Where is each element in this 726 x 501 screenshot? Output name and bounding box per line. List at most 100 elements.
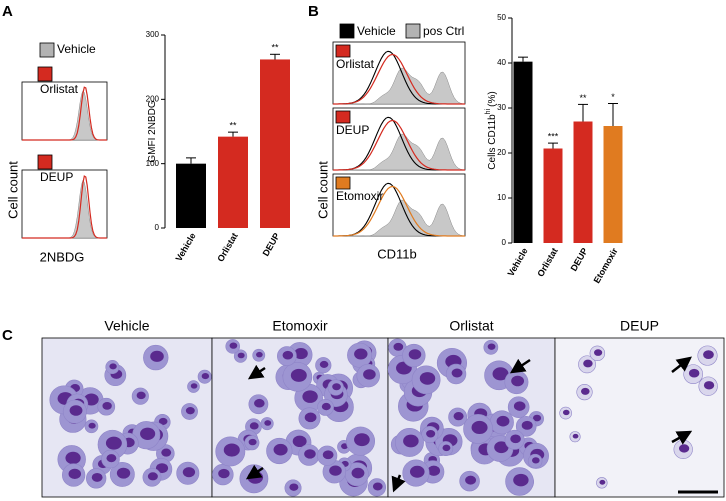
nucleus	[513, 473, 529, 487]
nucleus	[69, 405, 83, 416]
error-bar	[608, 103, 618, 126]
panel-label: C	[2, 327, 13, 344]
nucleus	[496, 415, 510, 427]
control-histogram	[22, 90, 107, 141]
nucleus	[264, 420, 272, 426]
nucleus	[158, 417, 168, 425]
nucleus	[319, 360, 329, 368]
micrograph-title: Etomoxir	[272, 318, 328, 334]
nucleus	[91, 472, 103, 482]
nucleus	[185, 407, 195, 415]
nucleus	[290, 368, 307, 382]
error-bar	[186, 157, 196, 164]
nucleus	[237, 352, 245, 359]
legend-label: Vehicle	[357, 24, 396, 38]
axis-label: Cell count	[5, 161, 20, 219]
sample-histogram	[22, 175, 107, 239]
significance-label: ***	[548, 131, 559, 141]
error-bar	[578, 103, 588, 122]
nucleus	[465, 475, 477, 485]
nucleus	[68, 468, 82, 479]
error-bar	[518, 56, 528, 62]
nucleus	[136, 391, 146, 400]
nucleus	[155, 463, 169, 474]
legend-swatch	[39, 42, 55, 58]
nucleus	[513, 401, 526, 411]
legend-label: Vehicle	[57, 42, 96, 56]
sample-swatch	[335, 110, 351, 124]
nucleus	[451, 368, 463, 378]
y-tick-label: 200	[146, 94, 160, 103]
nucleus	[403, 434, 419, 448]
nucleus	[223, 443, 240, 457]
panel-label: B	[308, 3, 319, 20]
panel-label: A	[2, 3, 13, 20]
legend-swatch	[339, 23, 355, 39]
sample-label: DEUP	[40, 170, 73, 184]
x-tick-label: Etomoxir	[592, 246, 620, 285]
nucleus	[294, 347, 308, 360]
nucleus	[354, 348, 368, 360]
nucleus	[140, 427, 156, 440]
nucleus	[341, 443, 349, 450]
nucleus	[105, 436, 122, 450]
arrow	[247, 364, 266, 380]
nucleus	[116, 467, 131, 479]
nucleus	[393, 342, 404, 351]
y-tick-label: 10	[497, 193, 506, 202]
significance-label: *	[611, 92, 615, 102]
nucleus	[322, 450, 334, 460]
nucleus	[532, 457, 540, 464]
nucleus	[409, 465, 425, 478]
control-histogram	[22, 179, 107, 239]
y-axis-label-main: Cells CD11b	[487, 114, 498, 170]
significance-label: **	[271, 43, 279, 53]
nucleus	[354, 433, 370, 447]
x-tick-label: Vehicle	[506, 246, 530, 278]
y-axis-label-sup: hi	[485, 108, 492, 114]
bar	[260, 59, 290, 228]
error-bar	[228, 131, 238, 137]
control-histogram	[333, 199, 466, 237]
bar	[543, 148, 563, 243]
axis-label: Cell count	[315, 161, 330, 219]
nucleus	[427, 465, 441, 476]
sample-label: Etomoxir	[336, 189, 383, 203]
nucleus	[572, 433, 579, 439]
significance-label: **	[579, 93, 587, 103]
nucleus	[302, 390, 318, 403]
nucleus	[109, 363, 117, 370]
nucleus	[594, 349, 603, 356]
y-tick-label: 300	[146, 30, 160, 39]
y-tick-label: 30	[497, 103, 506, 112]
significance-label: **	[229, 121, 237, 131]
nucleus	[292, 435, 307, 447]
nucleus	[510, 434, 521, 444]
legend-label: pos Ctrl	[423, 24, 464, 38]
nucleus	[65, 451, 81, 465]
nucleus	[256, 351, 263, 358]
y-tick-label: 0	[502, 238, 507, 247]
sample-swatch	[37, 66, 53, 82]
nucleus	[273, 443, 288, 456]
y-tick-label: 50	[497, 13, 506, 22]
nucleus	[329, 465, 342, 476]
x-tick-label: Orlistat	[215, 231, 239, 263]
sample-label: DEUP	[336, 123, 369, 137]
arrow	[391, 474, 406, 493]
sample-label: Orlistat	[336, 57, 375, 71]
sample-histogram	[333, 53, 465, 105]
y-axis-label-main: GMFI 2NBDG	[147, 100, 158, 162]
bar	[603, 126, 623, 243]
micrograph-title: Orlistat	[449, 318, 493, 334]
y-tick-label: 40	[497, 58, 506, 67]
sample-histogram	[22, 86, 107, 141]
micrograph-title: DEUP	[620, 318, 659, 334]
nucleus	[229, 342, 238, 349]
nucleus	[161, 448, 172, 457]
nucleus	[426, 430, 436, 438]
sample-swatch	[335, 44, 351, 58]
error-bar	[548, 142, 558, 149]
nucleus	[182, 467, 196, 478]
sample-swatch	[335, 176, 351, 190]
